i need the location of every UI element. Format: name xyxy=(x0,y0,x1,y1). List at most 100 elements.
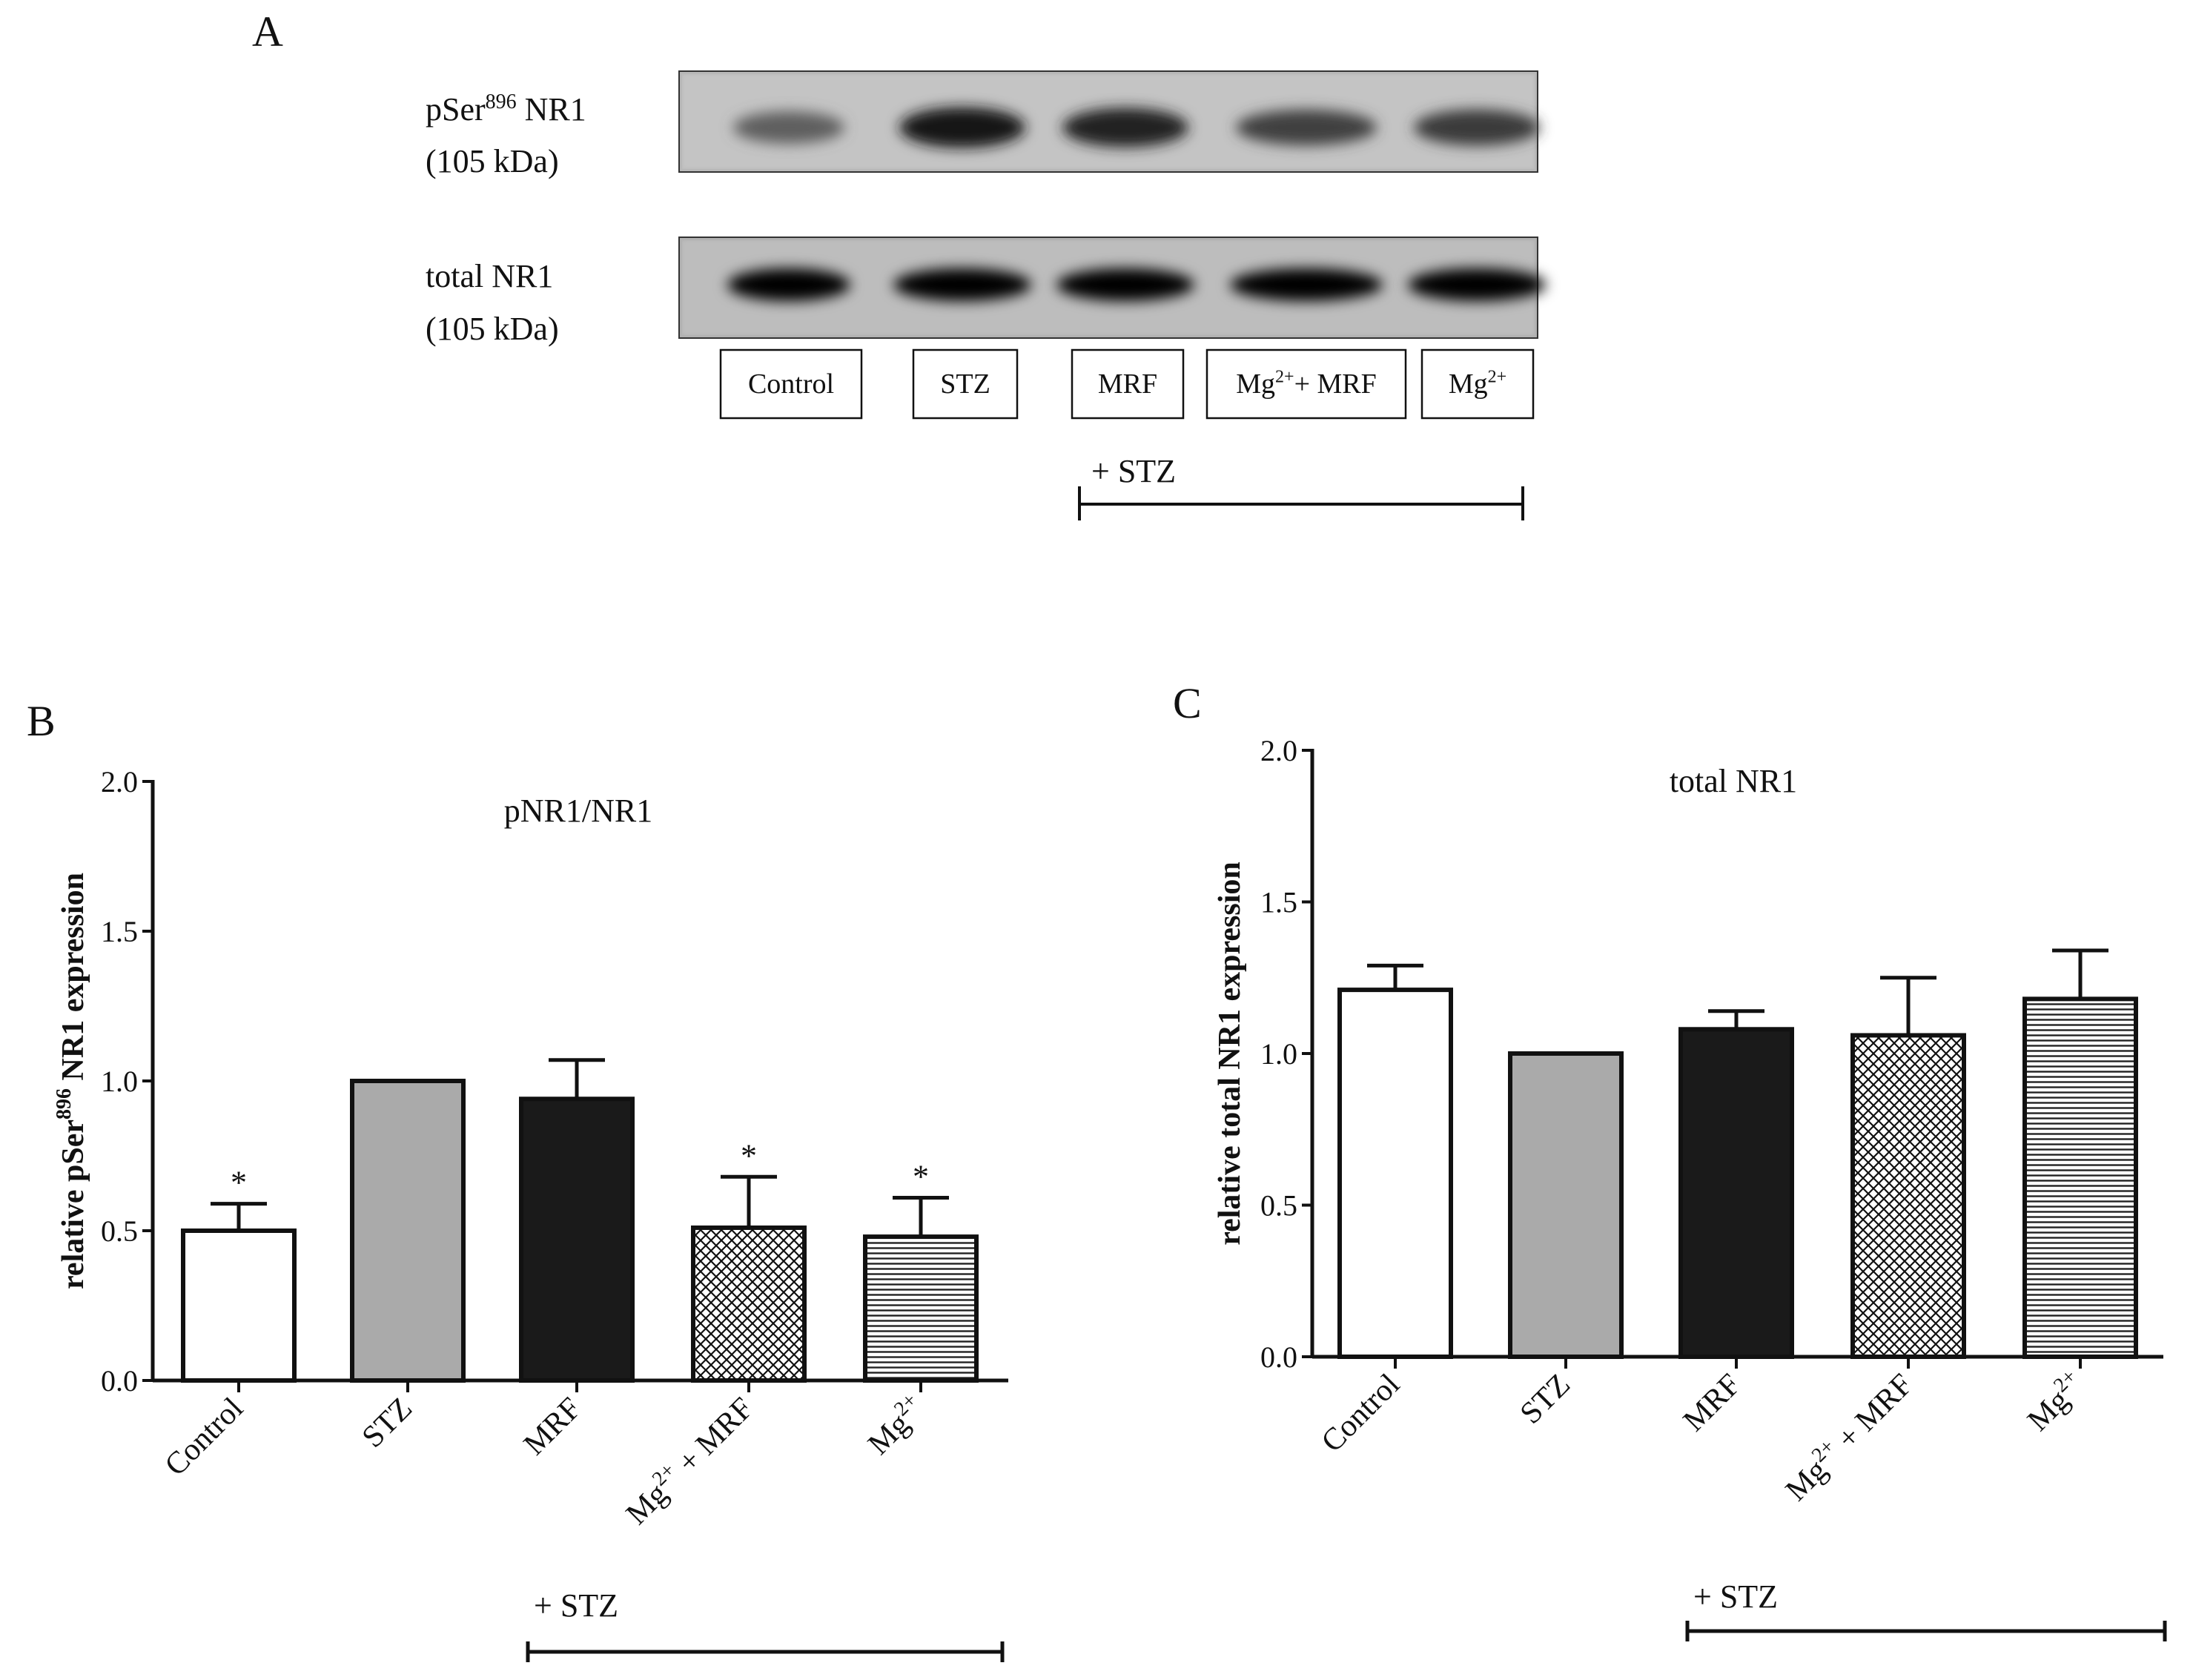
lane-box-frame xyxy=(719,348,863,420)
pser-band xyxy=(1414,109,1540,146)
label-base: Mg xyxy=(1236,368,1275,400)
pser-blot-label-sup: 896 xyxy=(486,90,517,113)
y-tick-label: 0.5 xyxy=(101,1214,138,1248)
label-tail: + MRF xyxy=(1294,368,1377,400)
significance-marker: * xyxy=(231,1165,247,1201)
group-label: + STZ xyxy=(534,1587,618,1624)
lane-label-box: Mg2+ xyxy=(1420,348,1535,420)
y-tick-label: 1.0 xyxy=(1260,1037,1297,1071)
label-base: MRF xyxy=(1098,368,1157,400)
label-base: STZ xyxy=(1514,1368,1577,1431)
x-tick-label: MRF xyxy=(517,1392,588,1462)
label-base: relative pSer xyxy=(56,1120,90,1289)
label-base: MRF xyxy=(517,1392,588,1462)
lane-labels: Control STZ MRF Mg2++ MRF Mg2+ xyxy=(719,348,1535,420)
panel-c: C total NR1 0.0 0.5 1.0 1.5 2.0 relative total… xyxy=(1173,679,2167,1641)
x-tick-label: Mg2+ + MRF xyxy=(1776,1365,1919,1508)
total-band xyxy=(1056,268,1194,301)
total-band xyxy=(727,268,850,301)
label-superscript: 2+ xyxy=(1275,368,1294,387)
significance-marker: * xyxy=(741,1137,757,1174)
bar xyxy=(181,1228,297,1383)
pser-band xyxy=(1236,109,1377,146)
group-label: + STZ xyxy=(1693,1578,1778,1615)
panel-b: B pNR1/NR1 0.0 0.5 1.0 1.5 2.0 relative pSer89… xyxy=(27,697,1008,1662)
label-base: Mg xyxy=(1449,368,1488,400)
label-base: Control xyxy=(748,368,834,400)
lane-label: MRF xyxy=(1098,368,1157,400)
pser-blot-label-tail: NR1 xyxy=(517,91,586,128)
total-blot-label: total NR1 xyxy=(426,258,553,294)
label-base: STZ xyxy=(940,368,990,400)
panel-b-letter: B xyxy=(27,697,56,745)
x-tick-label: Control xyxy=(1315,1368,1406,1459)
total-band xyxy=(1230,268,1383,301)
pser-band xyxy=(733,111,844,144)
label-tail: + MRF xyxy=(666,1392,760,1486)
x-tick-label: Mg2+ + MRF xyxy=(617,1389,760,1532)
panel-a-letter: A xyxy=(252,7,283,56)
lane-box-frame xyxy=(1071,348,1185,420)
pser-blot-label: pSer896 NR1 xyxy=(426,90,586,128)
total-blot-size: (105 kDa) xyxy=(426,311,559,347)
bar xyxy=(691,1225,807,1383)
bar xyxy=(1337,988,1453,1359)
label-tail: NR1 expression xyxy=(56,873,90,1088)
pser-band xyxy=(899,107,1025,148)
lane-label-box: MRF xyxy=(1071,348,1185,420)
lane-box-frame xyxy=(1205,348,1407,420)
bar xyxy=(2022,996,2138,1359)
y-tick-label: 1.0 xyxy=(101,1065,138,1098)
panel-a-stz-bracket xyxy=(1078,486,1524,520)
panel-a-stz-label: + STZ xyxy=(1091,453,1176,489)
pser-band xyxy=(1062,108,1188,148)
lane-label: Mg2+ xyxy=(1449,368,1506,400)
y-tick-label: 2.0 xyxy=(1260,734,1297,767)
label-base: STZ xyxy=(356,1392,419,1455)
bar xyxy=(1678,1027,1794,1360)
y-axis-label: relative total NR1 expression xyxy=(1213,862,1247,1246)
x-tick-label: STZ xyxy=(356,1392,419,1455)
panel-a: A pSer896 NR1 (105 kDa) total NR1 (105 k… xyxy=(252,7,1546,520)
x-tick-label: Mg2+ xyxy=(2019,1365,2091,1438)
label-base: Control xyxy=(159,1392,250,1483)
total-band xyxy=(1408,268,1546,301)
lane-label-box: STZ xyxy=(912,348,1019,420)
chart-title: pNR1/NR1 xyxy=(504,793,652,829)
lane-label-box: Mg2++ MRF xyxy=(1205,348,1407,420)
bar xyxy=(1850,1033,1966,1359)
y-tick-label: 1.5 xyxy=(101,915,138,948)
bar xyxy=(1508,1051,1624,1359)
label-superscript: 896 xyxy=(53,1088,76,1120)
y-tick-label: 0.0 xyxy=(101,1364,138,1398)
y-tick-label: 0.0 xyxy=(1260,1340,1297,1374)
total-blot-image xyxy=(678,237,1546,339)
pser-blot-size: (105 kDa) xyxy=(426,143,559,179)
label-tail: + MRF xyxy=(1825,1368,1919,1462)
y-axis-label: relative pSer896 NR1 expression xyxy=(53,873,90,1289)
label-base: Control xyxy=(1315,1368,1406,1459)
x-tick-label: MRF xyxy=(1677,1368,1747,1438)
chart-title: total NR1 xyxy=(1670,763,1797,799)
x-tick-label: Mg2+ xyxy=(859,1389,932,1461)
panel-c-letter: C xyxy=(1173,679,1202,727)
lane-label: Control xyxy=(748,368,834,400)
x-tick-label: STZ xyxy=(1514,1368,1577,1431)
bar xyxy=(350,1079,466,1383)
y-tick-label: 2.0 xyxy=(101,765,138,798)
pser-blot-image xyxy=(678,70,1540,173)
pser-blot-label-base: pSer xyxy=(426,91,486,128)
label-base: relative total NR1 expression xyxy=(1213,862,1247,1246)
x-tick-label: Control xyxy=(159,1392,250,1483)
lane-label: Mg2++ MRF xyxy=(1236,368,1377,400)
total-band xyxy=(893,268,1031,301)
bar xyxy=(519,1097,635,1383)
lane-label-box: Control xyxy=(719,348,863,420)
label-superscript: 2+ xyxy=(1488,368,1507,387)
y-tick-label: 1.5 xyxy=(1260,886,1297,919)
y-tick-label: 0.5 xyxy=(1260,1189,1297,1223)
bar xyxy=(863,1234,979,1383)
lane-label: STZ xyxy=(940,368,990,400)
label-base: MRF xyxy=(1677,1368,1747,1438)
